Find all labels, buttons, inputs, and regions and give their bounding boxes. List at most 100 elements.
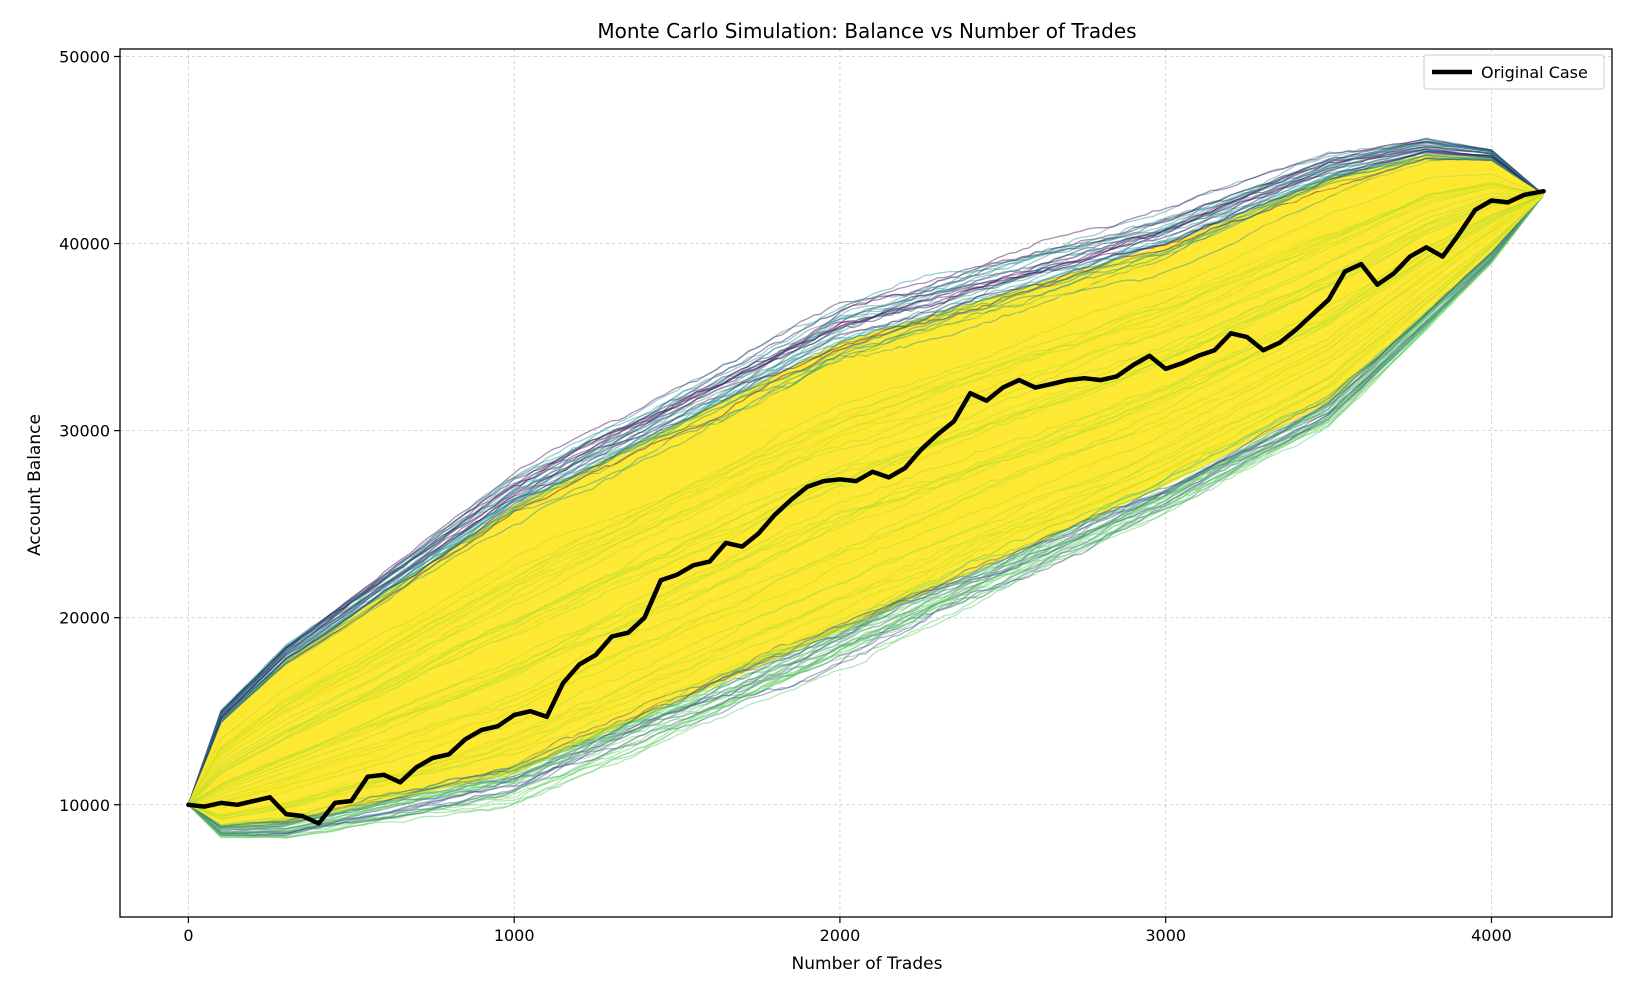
simulation-path bbox=[187, 194, 1544, 806]
simulation-path bbox=[187, 194, 1545, 835]
simulation-path bbox=[188, 194, 1545, 828]
simulation-path bbox=[188, 194, 1544, 806]
simulation-path bbox=[187, 141, 1545, 806]
simulation-path bbox=[188, 194, 1545, 829]
x-axis-label: Number of Trades bbox=[792, 954, 943, 974]
simulation-path bbox=[187, 151, 1544, 806]
simulation-path bbox=[187, 194, 1544, 806]
simulation-path bbox=[188, 194, 1545, 829]
x-tick-label: 3000 bbox=[1145, 926, 1186, 945]
legend-box bbox=[1423, 54, 1605, 90]
simulation-paths bbox=[187, 137, 1545, 840]
simulation-path bbox=[187, 145, 1545, 806]
simulation-path bbox=[187, 187, 1544, 806]
simulation-path bbox=[187, 184, 1544, 806]
simulation-path bbox=[188, 194, 1544, 806]
simulation-path bbox=[187, 194, 1545, 837]
simulation-path bbox=[187, 140, 1545, 806]
simulation-path bbox=[188, 194, 1545, 829]
simulation-path bbox=[187, 186, 1544, 806]
simulation-path bbox=[187, 194, 1545, 835]
simulation-path bbox=[187, 163, 1544, 806]
simulation-path bbox=[187, 148, 1545, 806]
simulation-path bbox=[187, 146, 1545, 806]
simulation-path bbox=[187, 194, 1545, 836]
simulation-path bbox=[187, 146, 1545, 806]
simulation-path bbox=[187, 148, 1544, 806]
simulation-path bbox=[187, 194, 1545, 832]
simulation-path bbox=[187, 194, 1545, 837]
simulation-path bbox=[187, 173, 1544, 806]
simulation-path bbox=[188, 194, 1545, 827]
simulation-path bbox=[187, 168, 1544, 806]
simulation-path bbox=[187, 150, 1544, 806]
simulation-path bbox=[188, 194, 1545, 828]
x-tick-label: 2000 bbox=[820, 926, 861, 945]
simulation-path bbox=[187, 154, 1544, 806]
simulation-path bbox=[188, 194, 1544, 814]
simulation-path bbox=[187, 145, 1544, 806]
y-axis-ticks: 10000 20000 30000 40000 50000 bbox=[59, 47, 120, 815]
simulation-path bbox=[187, 194, 1545, 839]
simulation-path bbox=[187, 179, 1544, 806]
simulation-path bbox=[187, 194, 1545, 837]
chart-title: Monte Carlo Simulation: Balance vs Numbe… bbox=[597, 19, 1136, 43]
simulation-path bbox=[187, 194, 1545, 835]
simulation-path bbox=[188, 194, 1545, 829]
simulation-path bbox=[187, 194, 1545, 839]
y-tick-label: 30000 bbox=[59, 422, 110, 441]
simulation-path bbox=[187, 142, 1545, 806]
simulation-path bbox=[187, 181, 1544, 806]
simulation-path bbox=[187, 158, 1544, 806]
simulation-path bbox=[187, 194, 1545, 834]
simulation-path bbox=[188, 194, 1545, 827]
simulation-path bbox=[187, 187, 1544, 806]
simulation-path bbox=[187, 184, 1544, 806]
legend-label-original-case: Original Case bbox=[1481, 63, 1588, 82]
simulation-path bbox=[187, 194, 1544, 806]
simulation-path bbox=[187, 194, 1545, 836]
simulation-path bbox=[187, 156, 1544, 806]
simulation-path bbox=[187, 194, 1545, 836]
simulation-path bbox=[187, 194, 1545, 831]
simulation-path bbox=[188, 194, 1544, 806]
simulation-path bbox=[187, 177, 1544, 806]
simulation-path bbox=[187, 138, 1545, 806]
simulation-path bbox=[188, 194, 1544, 806]
simulation-path bbox=[187, 157, 1544, 806]
simulation-path bbox=[187, 194, 1545, 839]
simulation-path bbox=[187, 194, 1545, 832]
simulation-path bbox=[187, 150, 1544, 806]
simulation-path bbox=[187, 141, 1545, 806]
y-axis-label: Account Balance bbox=[25, 414, 45, 556]
y-tick-label: 40000 bbox=[59, 235, 110, 254]
simulation-path bbox=[188, 194, 1545, 827]
simulation-path bbox=[188, 194, 1545, 823]
simulation-path bbox=[188, 194, 1544, 806]
simulation-path bbox=[188, 194, 1544, 806]
simulation-path bbox=[188, 194, 1544, 806]
simulation-path bbox=[187, 150, 1544, 806]
simulation-path bbox=[187, 194, 1545, 838]
x-axis-ticks: 0 1000 2000 3000 4000 bbox=[183, 917, 1512, 945]
simulation-path bbox=[187, 192, 1544, 806]
simulation-path bbox=[188, 194, 1545, 820]
simulation-path bbox=[187, 150, 1544, 806]
simulation-path bbox=[187, 141, 1545, 806]
simulation-path bbox=[188, 194, 1545, 830]
simulation-path bbox=[187, 194, 1545, 840]
simulation-path bbox=[187, 138, 1545, 806]
x-tick-label: 0 bbox=[183, 926, 193, 945]
simulation-path bbox=[187, 144, 1545, 806]
simulation-path bbox=[188, 194, 1544, 806]
simulation-path bbox=[187, 178, 1544, 806]
simulation-path bbox=[188, 194, 1544, 806]
simulation-path bbox=[188, 194, 1544, 806]
simulation-path bbox=[187, 194, 1544, 806]
simulation-path bbox=[187, 183, 1544, 806]
x-tick-label: 1000 bbox=[494, 926, 535, 945]
simulation-path bbox=[187, 150, 1544, 806]
simulation-path bbox=[187, 191, 1544, 806]
simulation-path bbox=[187, 194, 1544, 806]
